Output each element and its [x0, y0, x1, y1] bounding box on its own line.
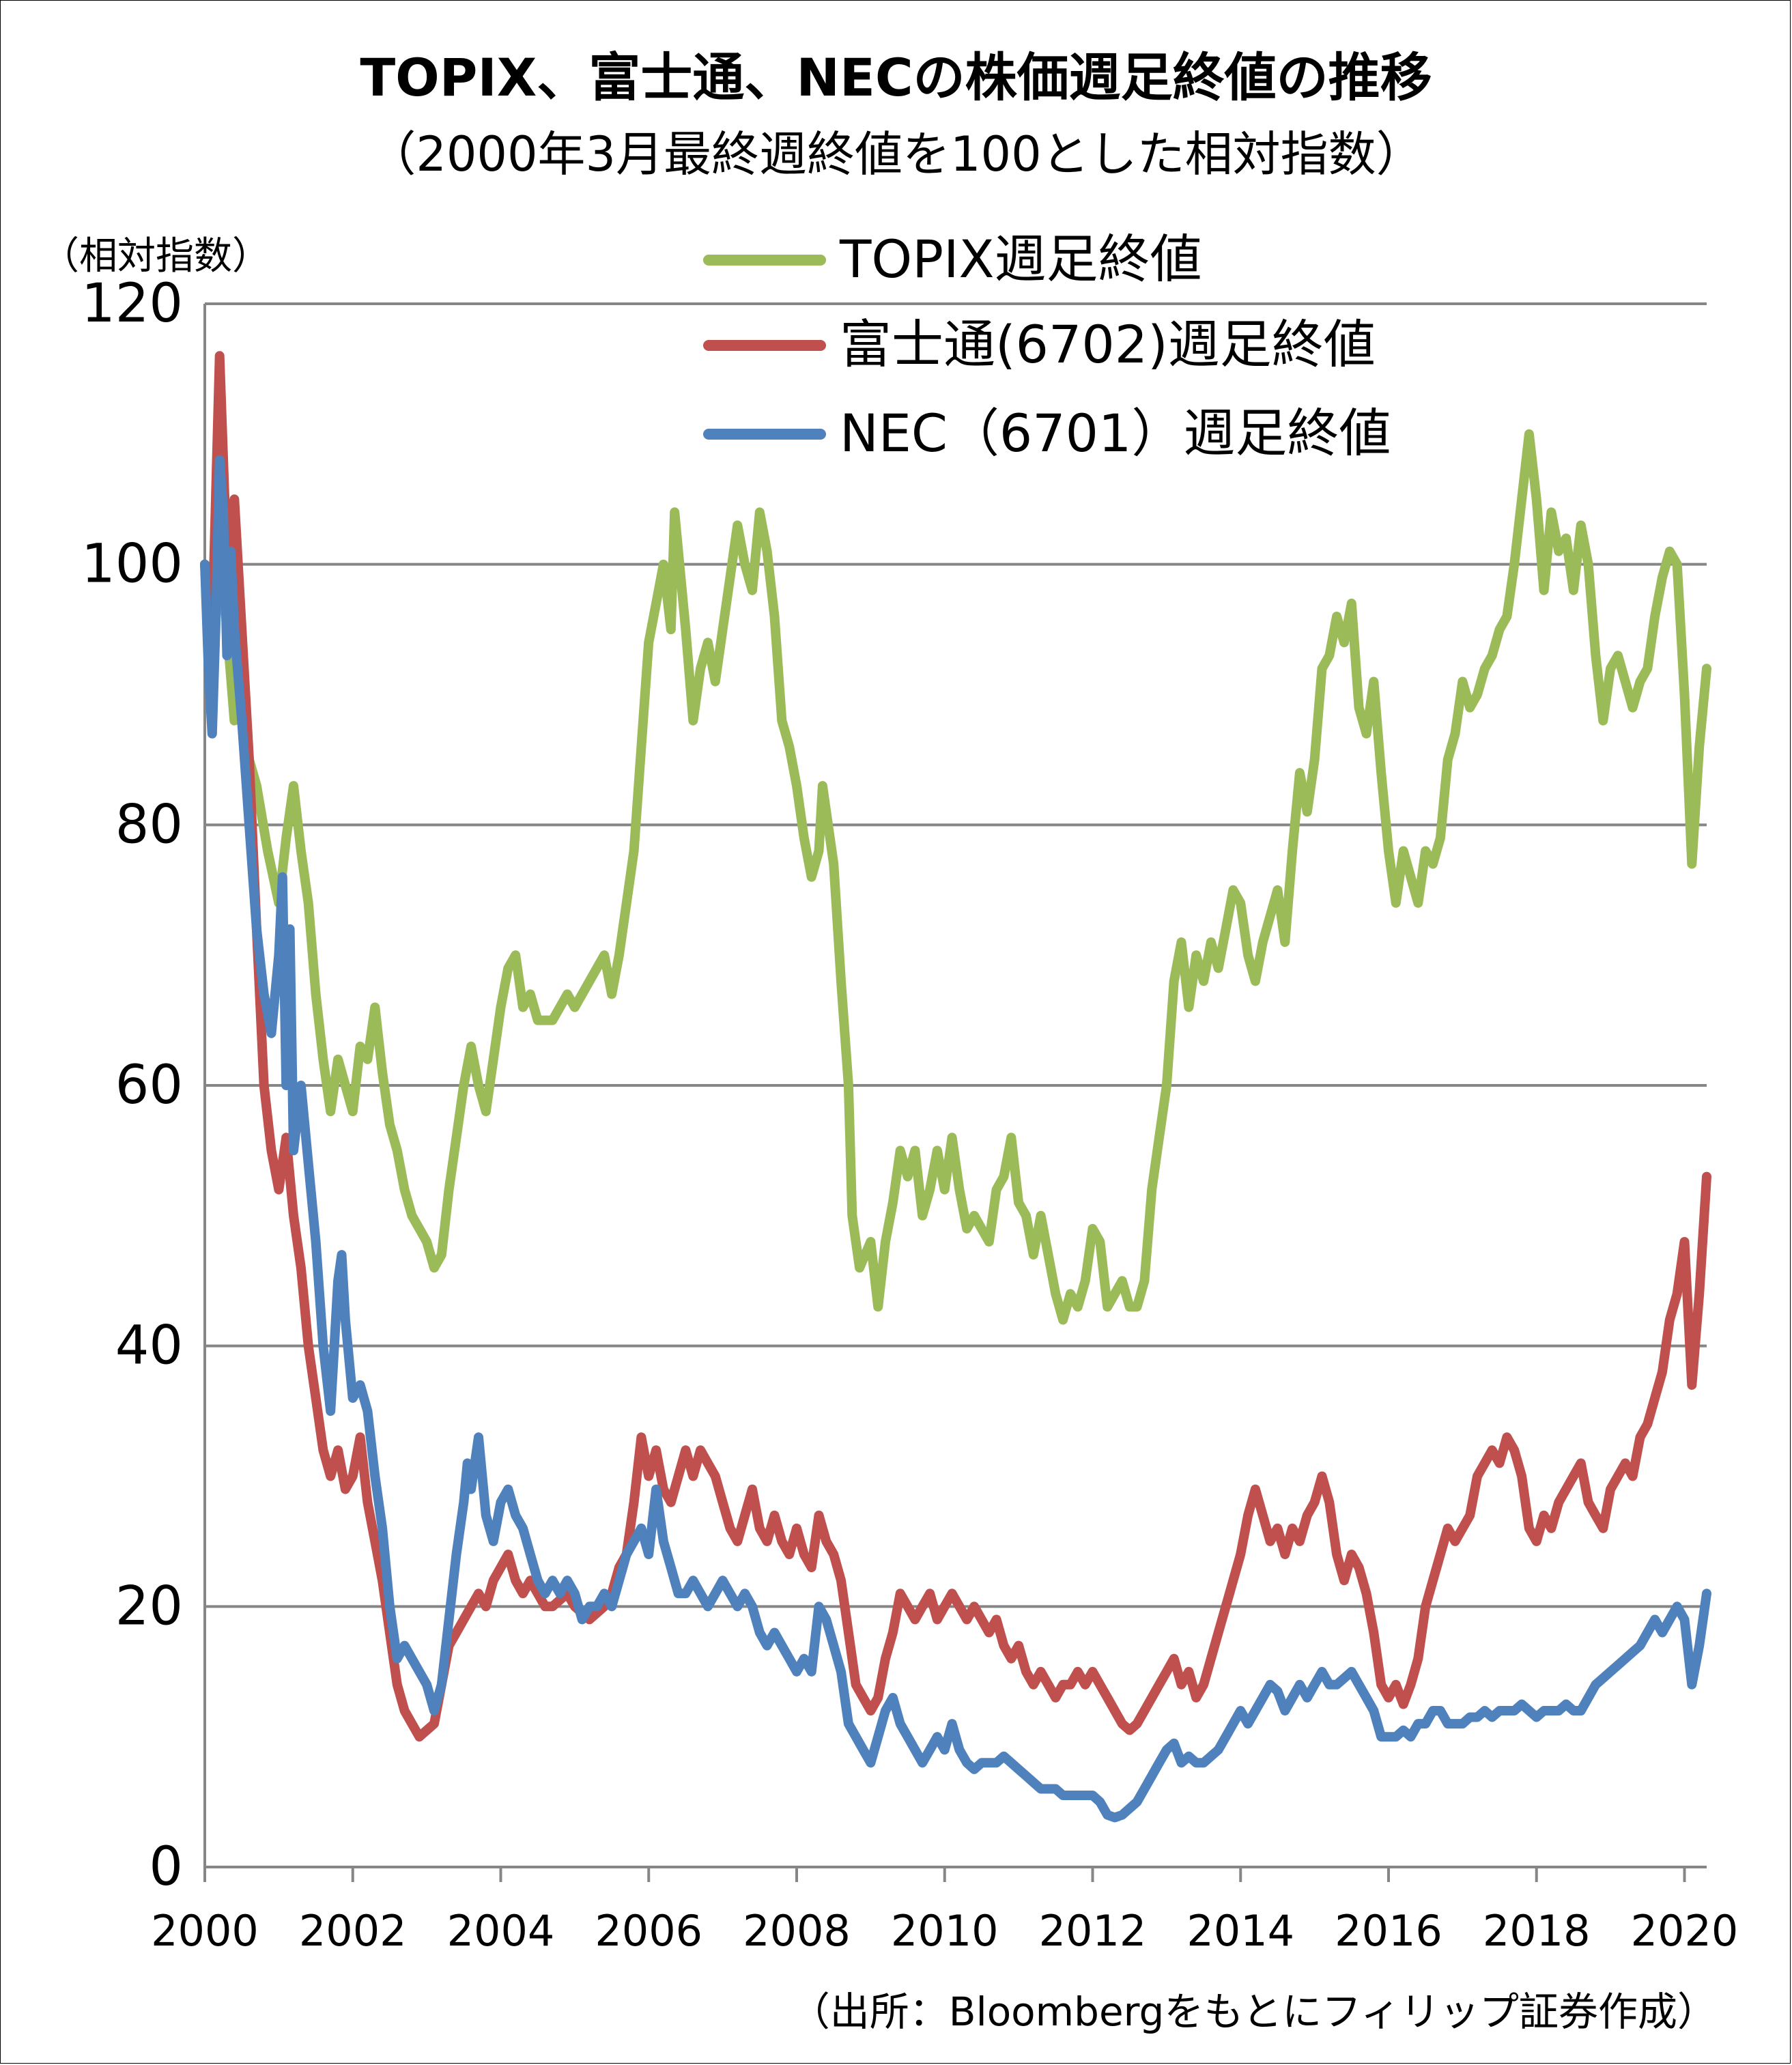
- chart-title: TOPIX、富士通、NECの株価週足終値の推移: [360, 47, 1432, 108]
- grid-lines: [205, 302, 1707, 1608]
- legend-label-fujitsu: 富士通(6702)週足終値: [840, 314, 1376, 375]
- y-axis-label: （相対指数）: [41, 234, 270, 279]
- x-tick-label: 2004: [447, 1906, 555, 1956]
- y-tick-label: 100: [81, 534, 183, 595]
- x-tick-labels: 2000 2002 2004 2006 2008 2010 2012 2014 2016 2018…: [151, 1906, 1738, 1956]
- x-tick-label: 2014: [1186, 1906, 1294, 1956]
- x-tick-label: 2008: [743, 1906, 851, 1956]
- axes: [203, 304, 1707, 1882]
- x-tick-label: 2010: [891, 1906, 999, 1956]
- series-lines: [200, 351, 1711, 1823]
- x-tick-label: 2020: [1631, 1906, 1739, 1956]
- legend-label-nec: NEC（6701）週足終値: [840, 403, 1391, 464]
- legend-swatch-topix: [703, 255, 826, 266]
- x-tick-label: 2012: [1039, 1906, 1147, 1956]
- y-tick-label: 20: [115, 1576, 183, 1637]
- legend-swatch-nec: [703, 429, 826, 440]
- legend-label-topix: TOPIX週足終値: [840, 229, 1202, 289]
- series-line-0: [200, 429, 1711, 1325]
- series-line-2: [200, 455, 1711, 1823]
- x-tick-label: 2018: [1483, 1906, 1591, 1956]
- x-tick-label: 2006: [595, 1906, 702, 1956]
- legend-swatch-fujitsu: [703, 340, 826, 351]
- series-line-1: [200, 351, 1711, 1742]
- x-tick-label: 2000: [151, 1906, 259, 1956]
- y-tick-label: 60: [115, 1055, 183, 1116]
- y-tick-label: 120: [81, 273, 183, 334]
- y-tick-label: 0: [149, 1836, 183, 1898]
- chart-subtitle: （2000年3月最終週終値を100とした相対指数）: [368, 126, 1424, 182]
- source-note: （出所：Bloombergをもとにフィリップ証券作成）: [790, 1989, 1717, 2035]
- y-tick-labels: 0 20 40 60 80 100 120: [81, 273, 183, 1898]
- y-tick-label: 40: [115, 1315, 183, 1377]
- x-tick-label: 2002: [299, 1906, 407, 1956]
- x-tick-label: 2016: [1335, 1906, 1442, 1956]
- y-tick-label: 80: [115, 794, 183, 855]
